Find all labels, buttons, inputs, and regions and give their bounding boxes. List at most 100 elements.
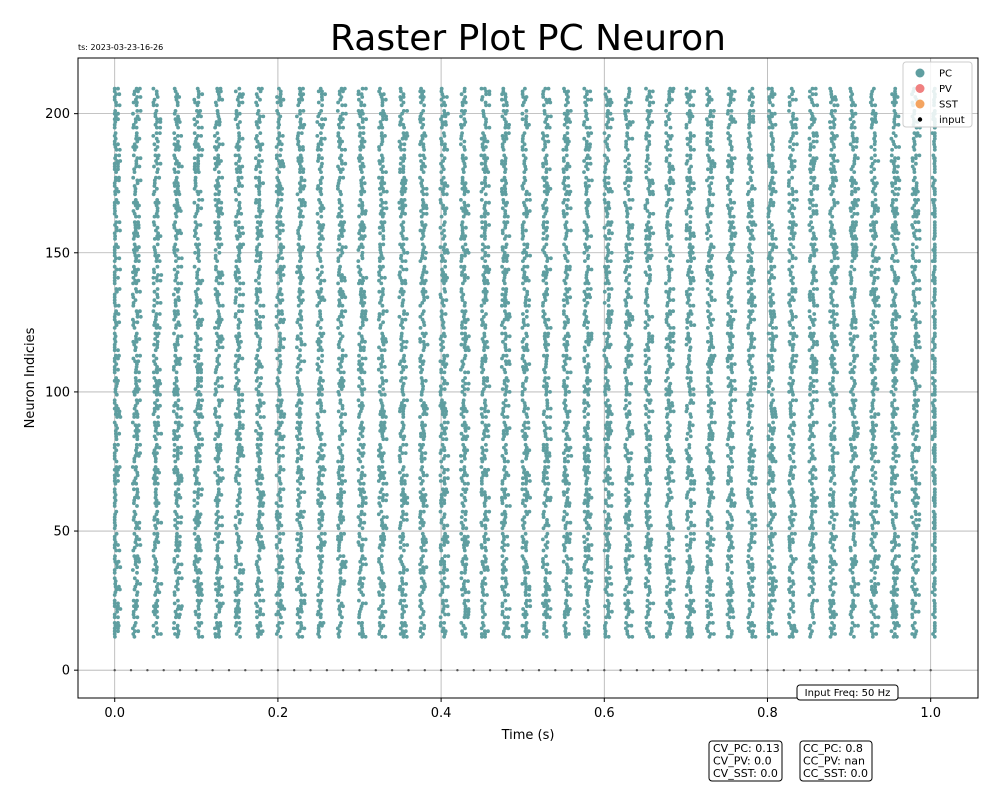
pc-spike [668, 512, 673, 517]
pc-spike [914, 587, 919, 592]
pc-spike [499, 365, 504, 369]
pc-spike [564, 634, 568, 639]
pc-spike [834, 612, 838, 617]
pc-spike [199, 582, 204, 586]
pc-spike [851, 559, 855, 564]
pc-spike [420, 465, 425, 469]
pc-spike [155, 632, 160, 636]
pc-spike [629, 623, 634, 628]
pc-spike [379, 604, 383, 609]
pc-spike [274, 501, 279, 506]
pc-spike [629, 451, 634, 455]
pc-spike [853, 398, 858, 403]
pc-spike [729, 498, 733, 503]
pc-spike [648, 481, 653, 486]
pc-spike [131, 612, 136, 617]
pc-spike [790, 398, 795, 403]
pc-spike [481, 615, 485, 620]
pc-spike [789, 487, 794, 492]
pc-spike [874, 604, 878, 609]
pc-spike [608, 467, 612, 472]
pc-spike [607, 576, 612, 581]
pc-spike [422, 456, 427, 461]
pc-spike [627, 465, 631, 469]
pc-spike [321, 465, 325, 469]
pc-spike [811, 398, 816, 403]
pc-spike [466, 579, 470, 583]
pc-spike [216, 465, 221, 469]
pc-spike [669, 568, 673, 572]
pc-spike [133, 629, 137, 634]
pc-spike [217, 476, 222, 481]
pc-spike [258, 607, 263, 611]
pc-spike [828, 626, 833, 631]
pc-spike [771, 420, 775, 425]
pc-spike [749, 512, 754, 517]
pc-spike [381, 387, 386, 391]
pc-spike [316, 609, 321, 614]
pc-spike [277, 479, 282, 483]
pc-spike [586, 554, 591, 558]
pc-spike [302, 626, 307, 631]
pc-spike [586, 412, 590, 417]
pc-spike [610, 609, 614, 614]
pc-spike [280, 565, 285, 570]
pc-spike [296, 487, 300, 492]
pc-spike [562, 515, 566, 519]
pc-spike [177, 570, 182, 575]
pc-spike [480, 584, 484, 589]
pc-spike [132, 545, 137, 550]
pc-spike [747, 543, 752, 547]
pc-spike [851, 479, 855, 483]
pc-spike [889, 465, 894, 469]
pc-spike [441, 601, 445, 606]
pc-spike [589, 495, 594, 500]
pc-spike [604, 501, 608, 506]
pc-spike [459, 570, 464, 575]
pc-spike [545, 612, 549, 617]
pc-spike [623, 626, 628, 631]
pc-spike [419, 607, 424, 611]
pc-spike [483, 634, 487, 639]
pc-spike [644, 584, 648, 589]
pc-spike [462, 534, 467, 539]
pc-spike [525, 490, 530, 494]
pc-spike [480, 559, 485, 564]
pc-spike [666, 376, 670, 380]
pc-spike [133, 423, 138, 428]
pc-spike [548, 607, 553, 611]
pc-spike [279, 598, 283, 603]
pc-spike [707, 501, 712, 506]
pc-spike [766, 570, 771, 575]
pc-spike [441, 570, 446, 575]
pc-spike [318, 398, 322, 403]
pc-spike [135, 470, 140, 475]
pc-spike [215, 548, 220, 553]
pc-spike [523, 579, 527, 583]
pc-spike [320, 353, 325, 358]
pc-spike [504, 376, 509, 380]
pc-spike [419, 376, 424, 380]
pc-spike [893, 501, 898, 506]
pc-spike [746, 570, 751, 575]
pc-spike [732, 501, 737, 506]
pc-spike [772, 426, 777, 430]
pc-spike [893, 623, 898, 628]
pc-spike [460, 587, 464, 592]
pc-spike [788, 376, 793, 380]
pc-spike [295, 518, 299, 522]
pc-spike [155, 467, 160, 472]
pc-spike [768, 501, 773, 506]
pc-spike [670, 401, 674, 405]
pc-spike [295, 531, 300, 536]
pc-spike [810, 579, 815, 583]
pc-spike [279, 398, 284, 403]
pc-spike [459, 476, 464, 481]
pc-spike [624, 487, 629, 492]
pc-spike [750, 584, 755, 589]
pc-spike [892, 465, 897, 469]
pc-spike [914, 545, 919, 550]
pc-spike [379, 579, 384, 583]
pc-spike [220, 523, 225, 528]
pc-spike [877, 554, 881, 558]
